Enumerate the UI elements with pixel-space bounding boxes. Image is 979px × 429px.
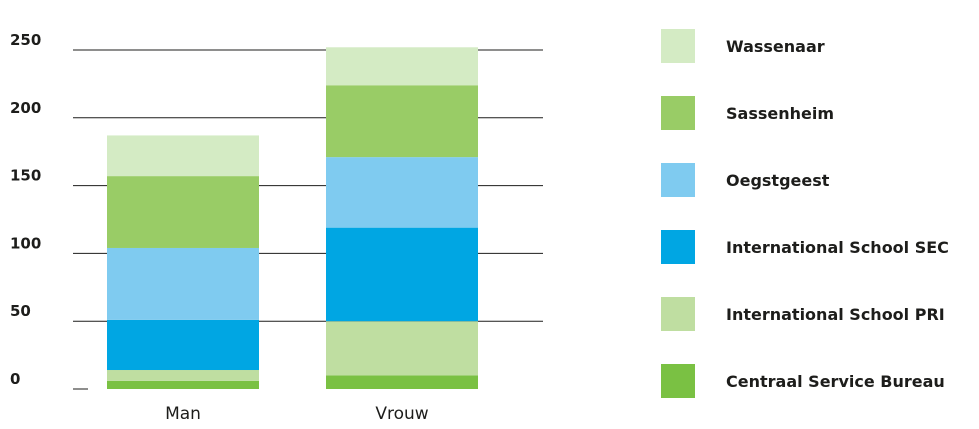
legend-label-international-school-sec: International School SEC <box>726 238 949 257</box>
bar-vrouw-wassenaar <box>326 47 478 86</box>
bar-man-wassenaar <box>107 135 259 177</box>
x-axis-ticks: Man Vrouw <box>165 404 429 424</box>
y-axis-ticks: 0 50 100 150 200 250 <box>10 31 41 388</box>
legend-swatch-oegstgeest <box>661 163 695 197</box>
y-tick-label-0: 0 <box>10 370 20 388</box>
bar-man-sassenheim <box>107 176 259 248</box>
bar-vrouw-international-school-sec <box>326 227 478 322</box>
legend-swatch-wassenaar <box>661 29 695 63</box>
legend-label-sassenheim: Sassenheim <box>726 104 834 123</box>
bars <box>107 47 478 389</box>
x-tick-label-man: Man <box>165 404 201 424</box>
legend-swatch-centraal-service-bureau <box>661 364 695 398</box>
bar-man-international-school-pri <box>107 370 259 381</box>
y-tick-label-200: 200 <box>10 99 41 117</box>
y-tick-label-250: 250 <box>10 31 41 49</box>
legend-label-wassenaar: Wassenaar <box>726 37 825 56</box>
bar-man-centraal-service-bureau <box>107 380 259 389</box>
y-tick-label-50: 50 <box>10 302 31 320</box>
bar-vrouw-international-school-pri <box>326 321 478 376</box>
legend-swatch-international-school-sec <box>661 230 695 264</box>
x-tick-label-vrouw: Vrouw <box>375 404 428 424</box>
y-tick-label-150: 150 <box>10 167 41 185</box>
y-tick-label-100: 100 <box>10 234 41 252</box>
bar-vrouw-oegstgeest <box>326 157 478 228</box>
legend-label-international-school-pri: International School PRI <box>726 305 945 324</box>
bar-man-international-school-sec <box>107 319 259 371</box>
legend-label-oegstgeest: Oegstgeest <box>726 171 830 190</box>
bar-man-oegstgeest <box>107 247 259 320</box>
bar-vrouw-sassenheim <box>326 85 478 158</box>
legend-swatch-international-school-pri <box>661 297 695 331</box>
bar-vrouw-centraal-service-bureau <box>326 375 478 389</box>
legend-swatch-sassenheim <box>661 96 695 130</box>
legend: Wassenaar Sassenheim Oegstgeest Internation… <box>661 29 949 398</box>
legend-label-centraal-service-bureau: Centraal Service Bureau <box>726 372 945 391</box>
